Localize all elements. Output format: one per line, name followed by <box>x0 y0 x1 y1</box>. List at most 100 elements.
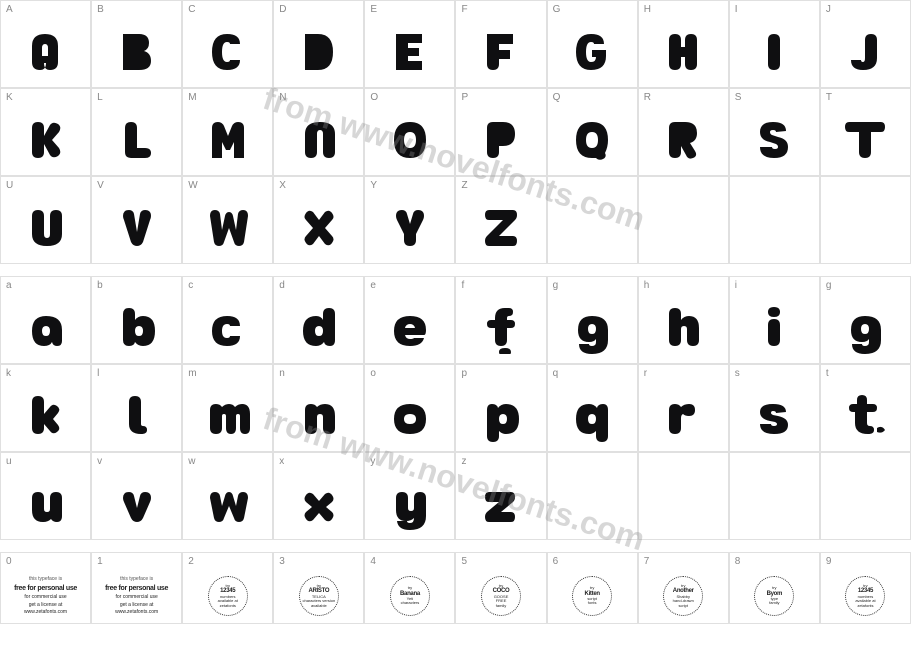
charmap-cell[interactable]: 9 try 12345 numbers available at zetafon… <box>820 552 911 624</box>
cell-label: m <box>183 365 272 381</box>
glyph <box>274 381 363 451</box>
charmap-cell[interactable]: w <box>182 452 273 540</box>
charmap-cell[interactable] <box>820 176 911 264</box>
charmap-cell[interactable]: 5 try COCO GOOSE FREE family <box>455 552 546 624</box>
charmap-cell[interactable]: D <box>273 0 364 88</box>
charmap-cell[interactable]: N <box>273 88 364 176</box>
glyph <box>639 381 728 451</box>
charmap-cell[interactable]: l <box>91 364 182 452</box>
charmap-cell[interactable]: u <box>0 452 91 540</box>
charmap-cell[interactable] <box>820 452 911 540</box>
charmap-cell[interactable]: 6 try Kitten script fonts <box>547 552 638 624</box>
charmap-cell[interactable]: L <box>91 88 182 176</box>
charmap-cell[interactable] <box>547 176 638 264</box>
charmap-cell[interactable]: F <box>455 0 546 88</box>
charmap-cell[interactable]: P <box>455 88 546 176</box>
charmap-cell[interactable]: q <box>547 364 638 452</box>
charmap-cell[interactable]: x <box>273 452 364 540</box>
lowercase-row-1: abcdefghig <box>0 276 911 364</box>
cell-label <box>821 453 910 469</box>
charmap-cell[interactable]: Z <box>455 176 546 264</box>
charmap-cell[interactable]: G <box>547 0 638 88</box>
promo-badge: try 12345 numbers available at zetafonts <box>821 569 910 623</box>
charmap-cell[interactable]: t <box>820 364 911 452</box>
charmap-cell[interactable]: X <box>273 176 364 264</box>
charmap-cell[interactable]: f <box>455 276 546 364</box>
charmap-cell[interactable]: 4 try Banana Yeti characters <box>364 552 455 624</box>
charmap-cell[interactable]: M <box>182 88 273 176</box>
charmap-cell[interactable] <box>547 452 638 540</box>
glyph <box>183 381 272 451</box>
glyph <box>365 469 454 539</box>
charmap-cell[interactable]: I <box>729 0 820 88</box>
charmap-cell[interactable]: e <box>364 276 455 364</box>
charmap-cell[interactable]: d <box>273 276 364 364</box>
charmap-cell[interactable]: n <box>273 364 364 452</box>
charmap-cell[interactable] <box>638 176 729 264</box>
charmap-cell[interactable]: k <box>0 364 91 452</box>
glyph <box>365 193 454 263</box>
charmap-cell[interactable]: W <box>182 176 273 264</box>
cell-label: o <box>365 365 454 381</box>
glyph <box>548 293 637 363</box>
charmap-cell[interactable]: A <box>0 0 91 88</box>
charmap-cell[interactable]: U <box>0 176 91 264</box>
cell-label: B <box>92 1 181 17</box>
charmap-cell[interactable]: p <box>455 364 546 452</box>
charmap-cell[interactable]: V <box>91 176 182 264</box>
cell-label: 3 <box>274 553 363 569</box>
cell-label: q <box>548 365 637 381</box>
cell-label: 4 <box>365 553 454 569</box>
charmap-cell[interactable]: J <box>820 0 911 88</box>
charmap-cell[interactable]: T <box>820 88 911 176</box>
glyph <box>92 17 181 87</box>
glyph <box>183 469 272 539</box>
glyph <box>365 381 454 451</box>
charmap-cell[interactable]: 7 try Another Shabby hand-drawn script <box>638 552 729 624</box>
charmap-cell[interactable]: K <box>0 88 91 176</box>
charmap-cell[interactable]: z <box>455 452 546 540</box>
glyph <box>456 381 545 451</box>
glyph <box>183 193 272 263</box>
charmap-cell[interactable]: y <box>364 452 455 540</box>
charmap-cell[interactable] <box>729 176 820 264</box>
cell-label: d <box>274 277 363 293</box>
charmap-cell[interactable]: B <box>91 0 182 88</box>
charmap-cell[interactable]: h <box>638 276 729 364</box>
charmap-cell[interactable]: 1 this typeface is free for personal use… <box>91 552 182 624</box>
charmap-cell[interactable]: Y <box>364 176 455 264</box>
charmap-cell[interactable]: Q <box>547 88 638 176</box>
charmap-cell[interactable]: 0 this typeface is free for personal use… <box>0 552 91 624</box>
charmap-cell[interactable]: b <box>91 276 182 364</box>
charmap-cell[interactable]: R <box>638 88 729 176</box>
charmap-cell[interactable]: c <box>182 276 273 364</box>
glyph <box>639 105 728 175</box>
cell-label: e <box>365 277 454 293</box>
charmap-cell[interactable]: s <box>729 364 820 452</box>
charmap-cell[interactable]: m <box>182 364 273 452</box>
charmap-cell[interactable]: S <box>729 88 820 176</box>
charmap-cell[interactable]: 3 try ARISTO TELICA characters version a… <box>273 552 364 624</box>
charmap-cell[interactable]: i <box>729 276 820 364</box>
charmap-cell[interactable]: 2 try 12345 numbers available at zetafon… <box>182 552 273 624</box>
charmap-cell[interactable]: o <box>364 364 455 452</box>
glyph <box>1 469 90 539</box>
charmap-cell[interactable]: g <box>820 276 911 364</box>
charmap-cell[interactable]: r <box>638 364 729 452</box>
charmap-cell[interactable]: a <box>0 276 91 364</box>
digits-row: 0 this typeface is free for personal use… <box>0 552 911 624</box>
promo-badge: try Kitten script fonts <box>548 569 637 623</box>
glyph <box>730 105 819 175</box>
charmap-cell[interactable] <box>729 452 820 540</box>
glyph <box>274 193 363 263</box>
cell-label: R <box>639 89 728 105</box>
charmap-cell[interactable]: C <box>182 0 273 88</box>
charmap-cell[interactable]: 8 try Byom type family <box>729 552 820 624</box>
charmap-cell[interactable]: g <box>547 276 638 364</box>
glyph <box>274 17 363 87</box>
charmap-cell[interactable]: E <box>364 0 455 88</box>
charmap-cell[interactable] <box>638 452 729 540</box>
charmap-cell[interactable]: H <box>638 0 729 88</box>
charmap-cell[interactable]: O <box>364 88 455 176</box>
charmap-cell[interactable]: v <box>91 452 182 540</box>
